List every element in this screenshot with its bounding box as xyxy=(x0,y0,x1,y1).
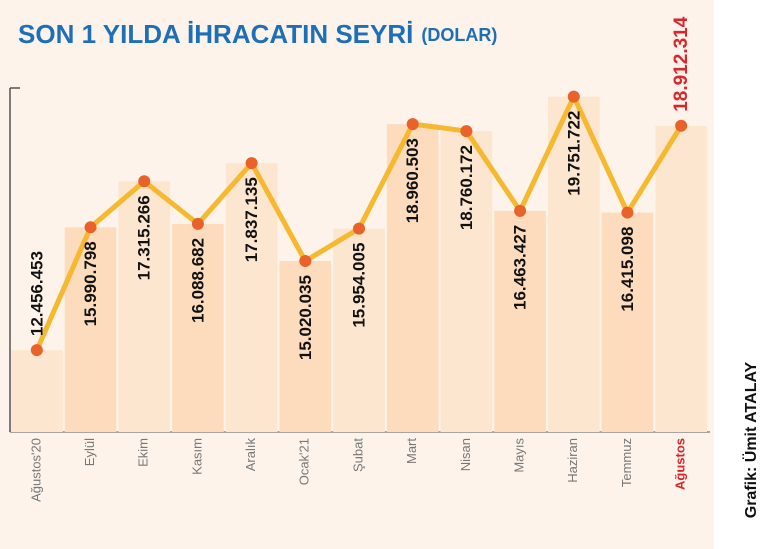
point xyxy=(567,90,580,103)
value-label: 16.415.098 xyxy=(618,227,637,312)
value-label: 18.760.172 xyxy=(457,145,476,230)
x-tick-label: Ağustos xyxy=(673,438,688,490)
column xyxy=(172,223,224,432)
column xyxy=(601,212,654,432)
value-label: 15.954.005 xyxy=(349,243,368,328)
x-tick-label: Temmuz xyxy=(619,438,634,487)
x-tick-label: Mart xyxy=(404,438,419,464)
point xyxy=(460,125,473,138)
value-label: 18.912.314 xyxy=(671,16,692,112)
value-label: 15.020.035 xyxy=(296,275,315,360)
x-tick-label: Eylül xyxy=(82,438,97,466)
x-tick-label: Mayıs xyxy=(512,438,527,473)
column xyxy=(279,261,332,432)
x-tick-label: Kasım xyxy=(189,438,204,475)
point xyxy=(406,118,419,131)
x-tick-label: Şubat xyxy=(350,438,365,472)
column xyxy=(386,124,439,432)
point xyxy=(138,175,151,188)
title-text: SON 1 YILDA İHRACATIN SEYRİ xyxy=(18,19,413,49)
point xyxy=(30,344,43,357)
column xyxy=(11,350,63,432)
chart-title: SON 1 YILDA İHRACATIN SEYRİ (DOLAR) xyxy=(18,19,497,49)
value-label: 16.088.682 xyxy=(188,238,207,323)
value-label: 17.837.135 xyxy=(242,177,261,262)
x-tick-label: Nisan xyxy=(458,438,473,471)
x-tick-label: Aralık xyxy=(243,438,258,472)
value-label: 16.463.427 xyxy=(511,225,530,310)
point xyxy=(675,119,688,132)
value-label: 19.751.722 xyxy=(564,111,583,196)
credit: Grafik: Ümit ATALAY xyxy=(741,361,760,518)
point xyxy=(621,206,634,219)
column xyxy=(333,228,385,432)
column xyxy=(118,181,171,432)
column xyxy=(440,131,493,433)
point xyxy=(514,204,527,217)
point xyxy=(245,157,258,170)
column xyxy=(655,125,707,432)
value-label: 17.315.266 xyxy=(135,195,154,280)
column xyxy=(494,210,546,432)
point xyxy=(353,222,365,235)
subtitle: (DOLAR) xyxy=(421,25,497,45)
x-tick-label: Haziran xyxy=(565,438,580,483)
column xyxy=(547,96,600,432)
value-label: 18.960.503 xyxy=(403,138,422,223)
point xyxy=(84,221,97,234)
value-label: 15.990.798 xyxy=(81,241,100,326)
value-label: 12.456.453 xyxy=(27,251,46,336)
x-tick-label: Ekim xyxy=(136,438,151,467)
point xyxy=(299,255,312,268)
x-tick-label: Ocak'21 xyxy=(297,438,312,485)
column xyxy=(225,163,278,432)
point xyxy=(191,217,204,230)
x-tick-label: Ağustos'20 xyxy=(28,438,43,502)
